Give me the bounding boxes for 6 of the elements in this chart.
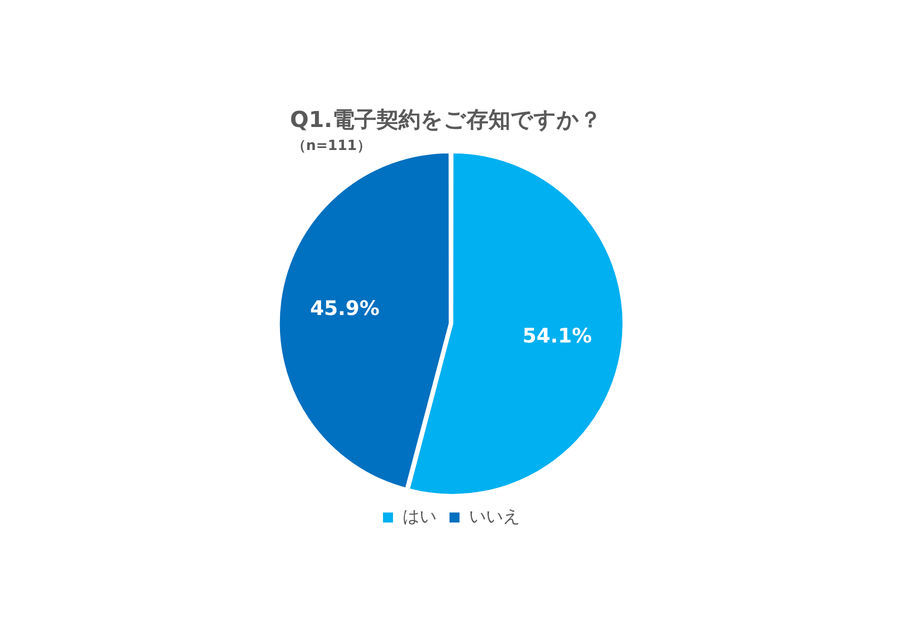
chart-subtitle: （n=111）	[292, 137, 371, 155]
legend-label: いいえ	[469, 506, 520, 527]
data-label: 54.1%	[522, 323, 592, 348]
data-label: 45.9%	[310, 296, 380, 320]
chart-title: Q1.電子契約をご存知ですか？	[290, 108, 602, 134]
legend-label: はい	[402, 506, 436, 527]
